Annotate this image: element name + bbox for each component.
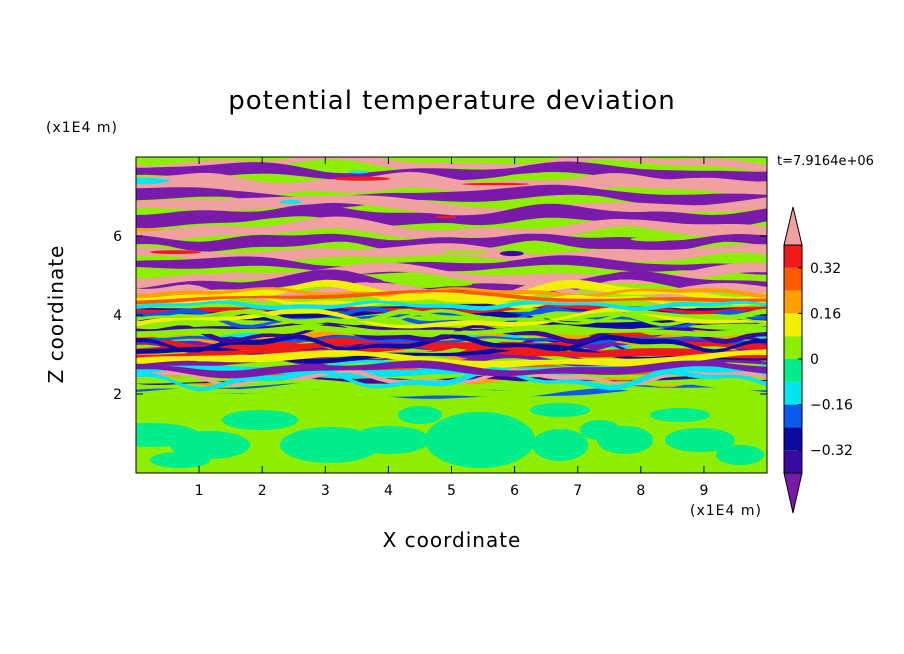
contour-streak — [279, 200, 303, 204]
x-axis-units: (x1E4 m) — [690, 503, 762, 519]
contour-streak — [136, 177, 170, 184]
contour-band — [136, 216, 767, 243]
contour-streak — [426, 281, 473, 287]
contour-band — [136, 360, 767, 379]
colorbar-swatch — [784, 313, 802, 337]
colorbar-swatch — [784, 267, 802, 291]
colorbar: −0.32 −0.16 0 0.16 0.32 — [783, 206, 853, 514]
contour-band — [136, 255, 767, 275]
contour-band — [136, 367, 767, 392]
contour-band — [136, 269, 767, 301]
contour-blob — [398, 406, 442, 424]
x-axis-label: X coordinate — [382, 528, 522, 552]
colorbar-swatch — [784, 427, 802, 451]
colorbar-swatch — [784, 450, 802, 473]
contour-band — [136, 307, 767, 329]
colorbar-swatch — [784, 359, 802, 382]
contour-band — [136, 338, 767, 357]
y-axis-units: (x1E4 m) — [46, 120, 118, 136]
contour-streak — [189, 271, 225, 275]
time-label: t=7.9164e+06 — [777, 154, 874, 169]
contour-blob — [532, 429, 588, 461]
x-tick-label: 9 — [699, 483, 708, 499]
contour-band — [136, 289, 767, 305]
contour-band — [136, 333, 767, 353]
colorbar-swatch — [784, 381, 802, 405]
contour-streak — [462, 182, 530, 186]
x-tick-label: 5 — [447, 483, 456, 499]
contour-blob — [597, 426, 653, 454]
contour-streak — [348, 170, 369, 174]
colorbar-tick-label: −0.16 — [810, 398, 853, 414]
contour-band — [136, 287, 767, 299]
contour-streak — [150, 250, 202, 255]
contour-band — [136, 335, 767, 345]
contour-blob — [716, 445, 764, 465]
chart-title: potential temperature deviation — [228, 86, 676, 116]
contour-band — [136, 349, 767, 369]
contour-blob — [665, 428, 735, 452]
colorbar-extend-high — [783, 206, 803, 246]
y-tick-label: 4 — [113, 308, 122, 324]
contour-band — [136, 324, 767, 337]
contour-band — [136, 309, 767, 326]
contour-streak — [441, 250, 490, 254]
contour-band — [136, 342, 767, 361]
colorbar-tick-label: 0.32 — [810, 261, 841, 277]
x-tick-label: 8 — [636, 483, 645, 499]
contour-streak — [630, 237, 673, 242]
colorbar-tick-label: −0.32 — [810, 443, 853, 459]
contour-blob — [530, 403, 590, 417]
contour-band — [136, 300, 767, 311]
x-tick-label: 1 — [195, 483, 204, 499]
contour-blob — [150, 452, 210, 468]
colorbar-tick-label: 0 — [810, 352, 819, 368]
contour-streak — [435, 216, 457, 219]
colorbar-swatch — [784, 404, 802, 428]
x-tick-label: 2 — [258, 483, 267, 499]
contour-band — [136, 171, 767, 198]
colorbar-swatch — [784, 245, 802, 268]
contour-streak — [499, 250, 524, 257]
contour-band — [136, 321, 767, 333]
contour-blob — [650, 408, 710, 422]
contour-band — [136, 367, 767, 387]
contour-blob — [425, 412, 535, 468]
colorbar-extend-low — [783, 472, 803, 514]
contour-streak — [136, 228, 164, 232]
x-tick-label: 3 — [321, 483, 330, 499]
contour-band — [136, 233, 767, 252]
colorbar-tick-label: 0.16 — [810, 306, 841, 322]
contour-band — [136, 262, 767, 289]
contour-band — [136, 306, 767, 329]
y-tick-label: 2 — [113, 387, 122, 403]
colorbar-swatch — [784, 336, 802, 359]
colorbar-swatch — [784, 290, 802, 314]
contour-blob — [170, 431, 250, 459]
contour-streak — [382, 277, 436, 284]
x-tick-label: 6 — [510, 483, 519, 499]
contour-blob — [350, 426, 430, 454]
x-tick-label: 4 — [384, 483, 393, 499]
y-axis-label: Z coordinate — [44, 244, 68, 384]
contour-blob — [222, 410, 298, 430]
contour-band — [136, 157, 767, 174]
plot-axes: 1 2 3 4 5 6 7 8 9 2 4 6 — [113, 156, 768, 499]
x-tick-label: 7 — [573, 483, 582, 499]
contour-band — [136, 161, 767, 184]
contour-streak — [332, 176, 391, 181]
y-tick-label: 6 — [113, 229, 122, 245]
contour-field — [136, 157, 767, 473]
